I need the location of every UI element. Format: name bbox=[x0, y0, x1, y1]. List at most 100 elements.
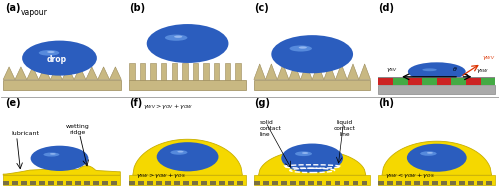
Bar bbox=[308, 181, 314, 185]
Bar bbox=[326, 181, 332, 185]
Bar bbox=[228, 181, 234, 185]
Ellipse shape bbox=[420, 151, 436, 156]
Ellipse shape bbox=[302, 152, 308, 154]
Polygon shape bbox=[110, 67, 122, 80]
Text: $\gamma_{SV}$: $\gamma_{SV}$ bbox=[386, 66, 398, 74]
Text: (b): (b) bbox=[130, 3, 146, 13]
Bar bbox=[236, 63, 240, 80]
Bar bbox=[76, 181, 81, 185]
Bar bbox=[466, 78, 480, 85]
Text: (c): (c) bbox=[254, 3, 268, 13]
Bar bbox=[30, 181, 36, 185]
Bar bbox=[378, 175, 495, 185]
Bar bbox=[393, 78, 407, 85]
Text: $\theta$: $\theta$ bbox=[452, 65, 457, 73]
Polygon shape bbox=[382, 141, 492, 175]
Bar bbox=[414, 181, 420, 185]
Bar bbox=[237, 181, 243, 185]
Bar bbox=[352, 181, 358, 185]
Ellipse shape bbox=[298, 46, 307, 49]
Polygon shape bbox=[300, 64, 312, 80]
Bar bbox=[459, 181, 465, 185]
Text: $\gamma_{WV} > \gamma_{OV} + \gamma_{OW}$: $\gamma_{WV} > \gamma_{OV} + \gamma_{OW}… bbox=[142, 102, 193, 111]
Text: drop: drop bbox=[46, 54, 66, 64]
Text: (d): (d) bbox=[378, 3, 394, 13]
Text: vapour: vapour bbox=[20, 8, 48, 17]
Polygon shape bbox=[98, 67, 110, 80]
Text: solid
contact
line: solid contact line bbox=[260, 120, 281, 137]
Polygon shape bbox=[133, 139, 242, 175]
Bar bbox=[210, 181, 216, 185]
Polygon shape bbox=[62, 67, 74, 80]
Polygon shape bbox=[86, 67, 98, 80]
Bar bbox=[102, 181, 108, 185]
Bar bbox=[204, 63, 209, 80]
Bar bbox=[39, 181, 45, 185]
Bar bbox=[378, 181, 384, 185]
Bar bbox=[334, 181, 340, 185]
Bar bbox=[48, 181, 54, 185]
Bar bbox=[147, 181, 153, 185]
Bar bbox=[112, 181, 117, 185]
Bar bbox=[130, 80, 246, 90]
Ellipse shape bbox=[146, 24, 228, 63]
Polygon shape bbox=[324, 64, 336, 80]
Bar bbox=[3, 80, 122, 90]
Bar bbox=[378, 85, 495, 94]
Bar bbox=[378, 78, 393, 85]
Ellipse shape bbox=[44, 152, 60, 157]
Bar bbox=[452, 78, 466, 85]
Bar bbox=[263, 181, 268, 185]
Ellipse shape bbox=[407, 144, 467, 172]
Text: liquid
contact
line: liquid contact line bbox=[334, 120, 355, 137]
Polygon shape bbox=[289, 64, 300, 80]
Bar bbox=[254, 80, 370, 90]
Bar bbox=[156, 181, 162, 185]
Bar bbox=[214, 63, 220, 80]
Ellipse shape bbox=[272, 35, 353, 73]
Ellipse shape bbox=[30, 146, 88, 171]
Bar bbox=[388, 181, 394, 185]
Bar bbox=[192, 181, 198, 185]
Ellipse shape bbox=[282, 143, 343, 173]
Bar bbox=[298, 181, 304, 185]
Polygon shape bbox=[3, 166, 120, 175]
Bar bbox=[480, 78, 495, 85]
Bar bbox=[84, 181, 90, 185]
Bar bbox=[378, 77, 495, 78]
Polygon shape bbox=[74, 67, 86, 80]
Text: lubricant: lubricant bbox=[12, 131, 40, 135]
Ellipse shape bbox=[295, 152, 312, 156]
Bar bbox=[140, 63, 145, 80]
Bar bbox=[130, 63, 134, 80]
Bar bbox=[130, 175, 246, 185]
Polygon shape bbox=[50, 67, 62, 80]
Polygon shape bbox=[15, 67, 27, 80]
Bar bbox=[422, 78, 437, 85]
Bar bbox=[362, 181, 368, 185]
Text: (a): (a) bbox=[4, 3, 20, 13]
Ellipse shape bbox=[165, 34, 188, 41]
Bar bbox=[486, 181, 492, 185]
Text: $\gamma_{WV}$: $\gamma_{WV}$ bbox=[482, 54, 496, 62]
Ellipse shape bbox=[170, 150, 188, 155]
Bar bbox=[174, 181, 180, 185]
Polygon shape bbox=[254, 64, 266, 80]
Bar bbox=[3, 175, 120, 185]
Bar bbox=[182, 63, 188, 80]
Ellipse shape bbox=[47, 51, 54, 53]
Text: (f): (f) bbox=[130, 98, 142, 108]
Bar bbox=[254, 175, 370, 185]
Polygon shape bbox=[312, 64, 324, 80]
Bar bbox=[316, 181, 322, 185]
Polygon shape bbox=[347, 64, 359, 80]
Polygon shape bbox=[277, 64, 289, 80]
Bar bbox=[396, 181, 402, 185]
Text: (g): (g) bbox=[254, 98, 270, 108]
Bar bbox=[468, 181, 474, 185]
Ellipse shape bbox=[427, 152, 433, 154]
Ellipse shape bbox=[174, 35, 182, 38]
Bar bbox=[281, 181, 286, 185]
Bar bbox=[432, 181, 438, 185]
Ellipse shape bbox=[50, 153, 56, 155]
